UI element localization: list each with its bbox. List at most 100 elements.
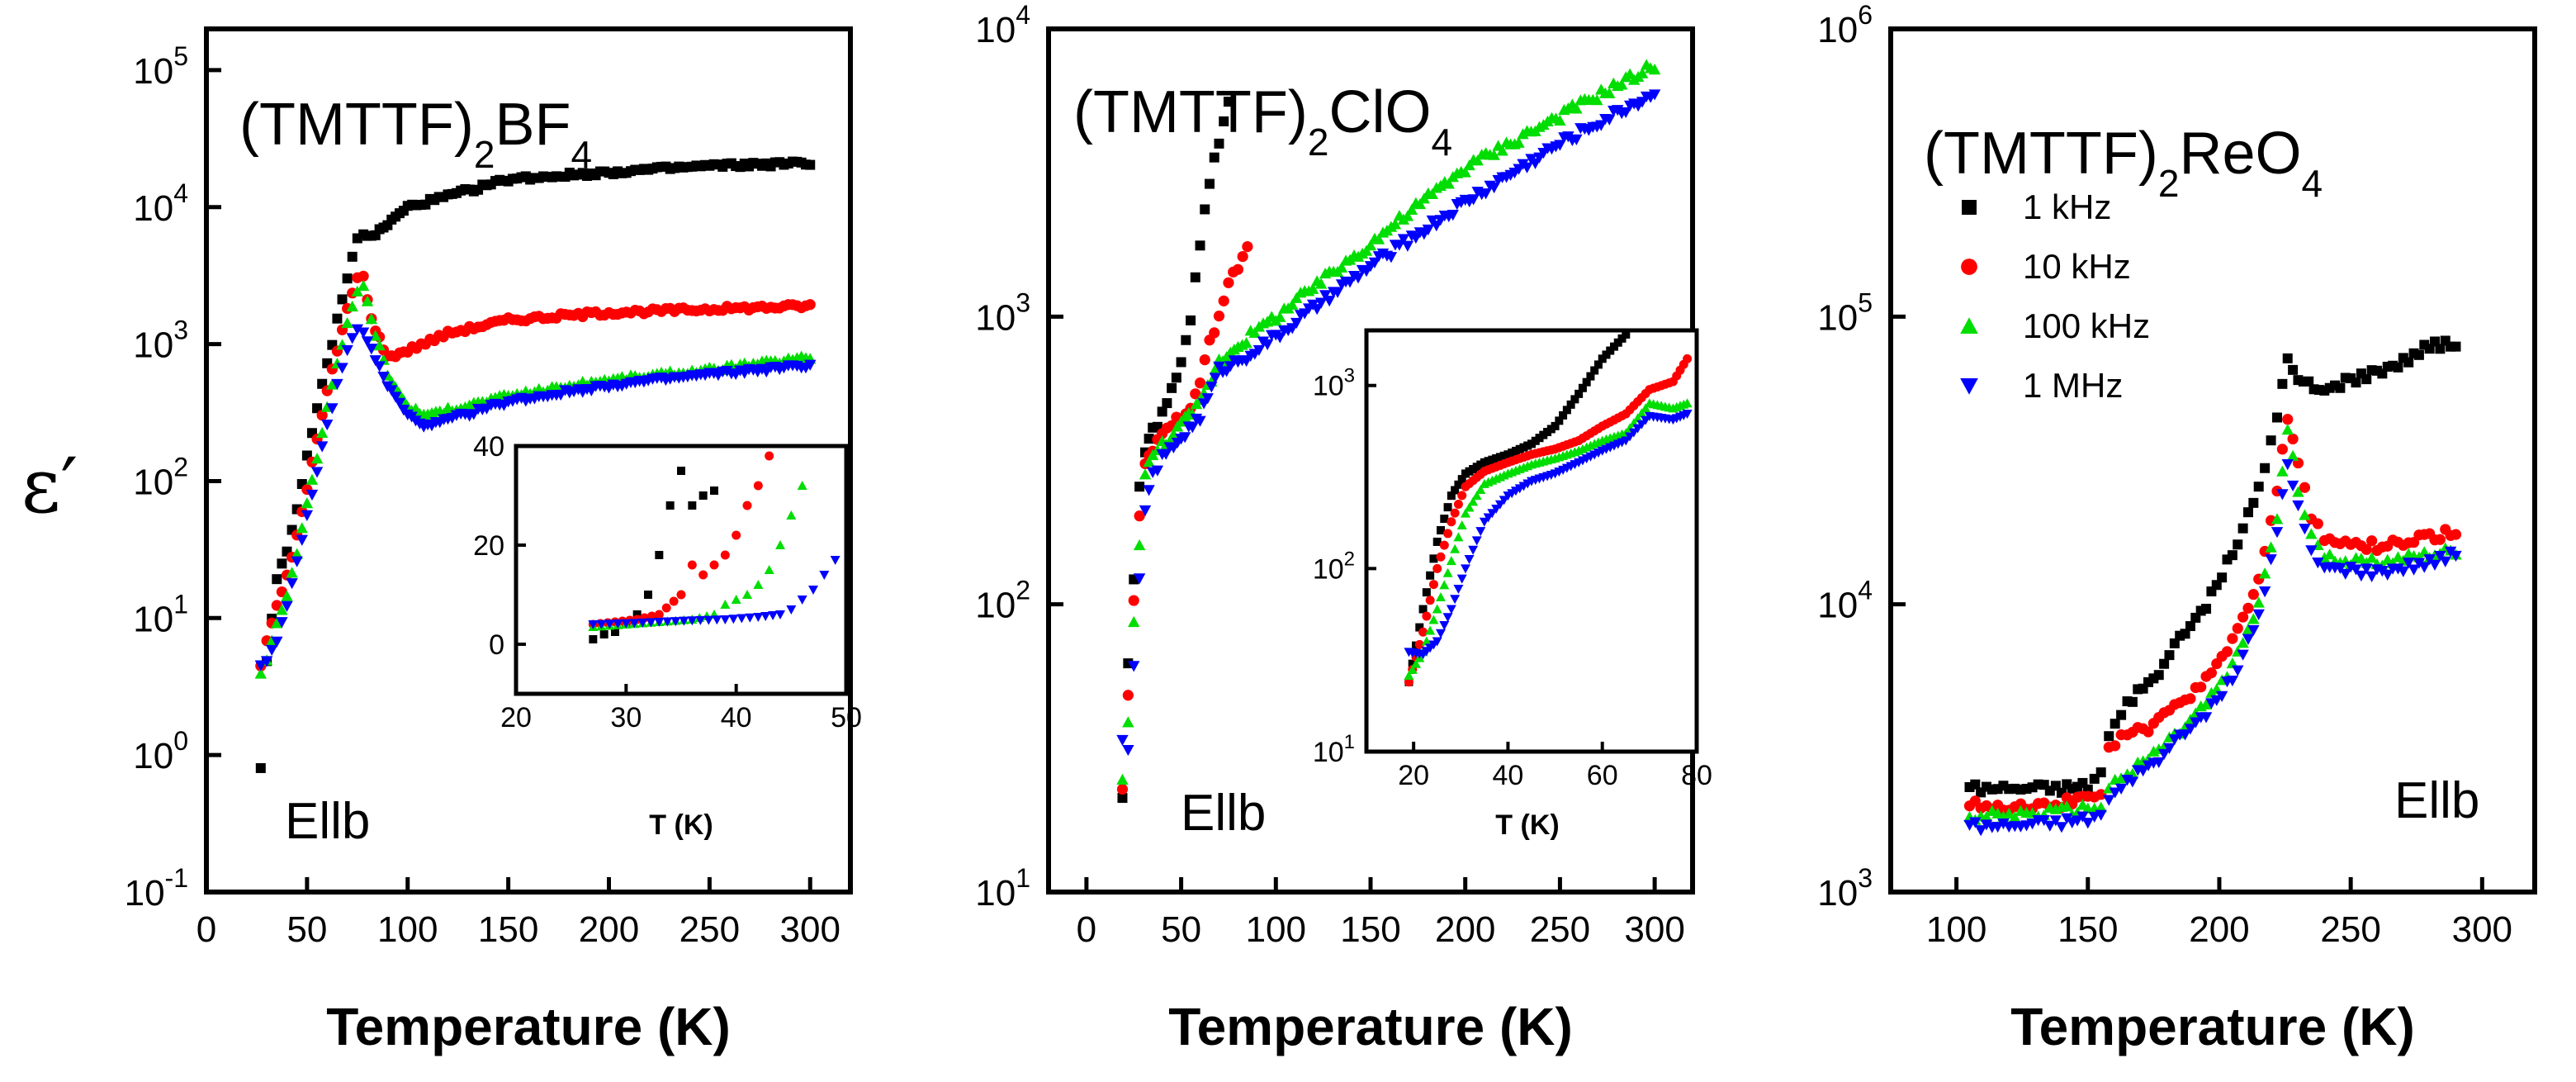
inset-data-point [1479,517,1489,527]
y-tick-label: 102 [975,576,1030,626]
data-point [2242,634,2255,645]
data-point [373,361,386,373]
y-tick-label: 104 [133,178,188,229]
inset-data-point [830,556,841,565]
series-1-khz [1117,97,1234,804]
data-point [393,397,406,409]
data-point [2304,376,2314,387]
inset-data-point [1683,354,1693,363]
data-point [1133,573,1146,585]
data-point [1314,278,1328,289]
inset-data-point [1682,410,1693,420]
inset-data-point [1407,664,1418,674]
data-point [281,600,293,612]
inset-data-point [753,580,764,589]
data-point [2361,563,2373,575]
data-point [2413,349,2424,360]
inset-data-point [1457,491,1467,501]
data-point [316,410,328,421]
data-point [1218,295,1229,306]
data-point [2205,667,2218,679]
data-point [2418,546,2431,558]
inset-data-point [611,628,619,636]
legend-item: 1 kHz [1962,187,2111,226]
data-point [254,667,268,679]
inset-data-point [736,614,747,624]
inset-data-point [1499,496,1509,505]
inset-y-tick-label: 102 [1313,548,1355,585]
data-point [2252,609,2265,620]
inset-data-point [665,501,675,510]
data-point [2127,696,2138,707]
data-point [2088,811,2100,823]
data-point [1323,296,1336,307]
data-point [281,590,293,601]
data-point [1554,140,1566,151]
y-tick-label: 104 [1817,576,1873,626]
data-point [1209,363,1222,375]
data-point [254,660,268,672]
data-point [2376,566,2389,577]
data-point [1200,204,1210,215]
data-point [1190,388,1201,400]
data-point [2110,719,2120,729]
data-point [277,558,287,569]
inset-data-point [1461,508,1470,518]
inset-x-label: T (K) [1495,809,1559,841]
data-point [301,510,314,521]
data-point [2282,414,2294,425]
data-point [341,344,353,357]
inset-data-point [1425,596,1435,605]
inset-x-tick-label: 80 [1681,760,1712,791]
inset-data-point [710,486,718,495]
data-point [301,497,314,509]
data-point [1405,203,1418,215]
inset-x-tick-label: 40 [1493,760,1524,791]
inset-data-point [1436,591,1446,601]
inset-data-point [1450,595,1461,605]
data-point [2265,541,2277,553]
data-point [2292,486,2304,497]
data-point [1209,373,1222,384]
inset-data-point [1443,503,1452,512]
data-point [389,392,402,403]
data-point [1426,187,1439,200]
data-point [1176,357,1186,368]
inset-data-point [1439,621,1450,631]
data-point [1603,87,1616,99]
inset-data-point [688,501,697,510]
inset-x-tick-label: 60 [1587,760,1618,791]
data-point [2450,550,2462,562]
inset-data-point [1422,588,1431,597]
inset-data-point [1446,605,1456,615]
legend-item: 100 kHz [1960,306,2150,345]
data-point [2423,554,2436,566]
inset-data-point [1559,410,1568,420]
data-point [2152,757,2165,769]
data-point [2277,378,2288,389]
data-point [365,313,378,325]
inset-data-point [1570,395,1579,404]
inset-data-point [1446,556,1456,566]
inset-data-point [775,610,785,619]
inset-data-point [765,451,774,461]
data-point [2169,638,2180,648]
data-point [2168,734,2181,746]
inset-data-point [670,617,681,627]
inset-data-point [1436,629,1446,638]
x-tick-label: 150 [478,909,538,950]
data-point [2114,783,2128,795]
inset-data-point [1555,416,1564,425]
data-point [2402,558,2415,569]
x-tick-label: 250 [680,909,740,950]
data-point [2428,559,2441,571]
data-point [1603,114,1616,126]
data-point [2260,463,2271,473]
inset-y-tick-label: 101 [1313,731,1355,768]
data-point [2143,726,2154,738]
inset-data-point [1432,604,1442,614]
series-1-mhz [1963,459,2462,837]
field-orientation-label: Ellb [285,793,370,850]
data-point [2266,435,2276,446]
data-point [1214,138,1224,149]
